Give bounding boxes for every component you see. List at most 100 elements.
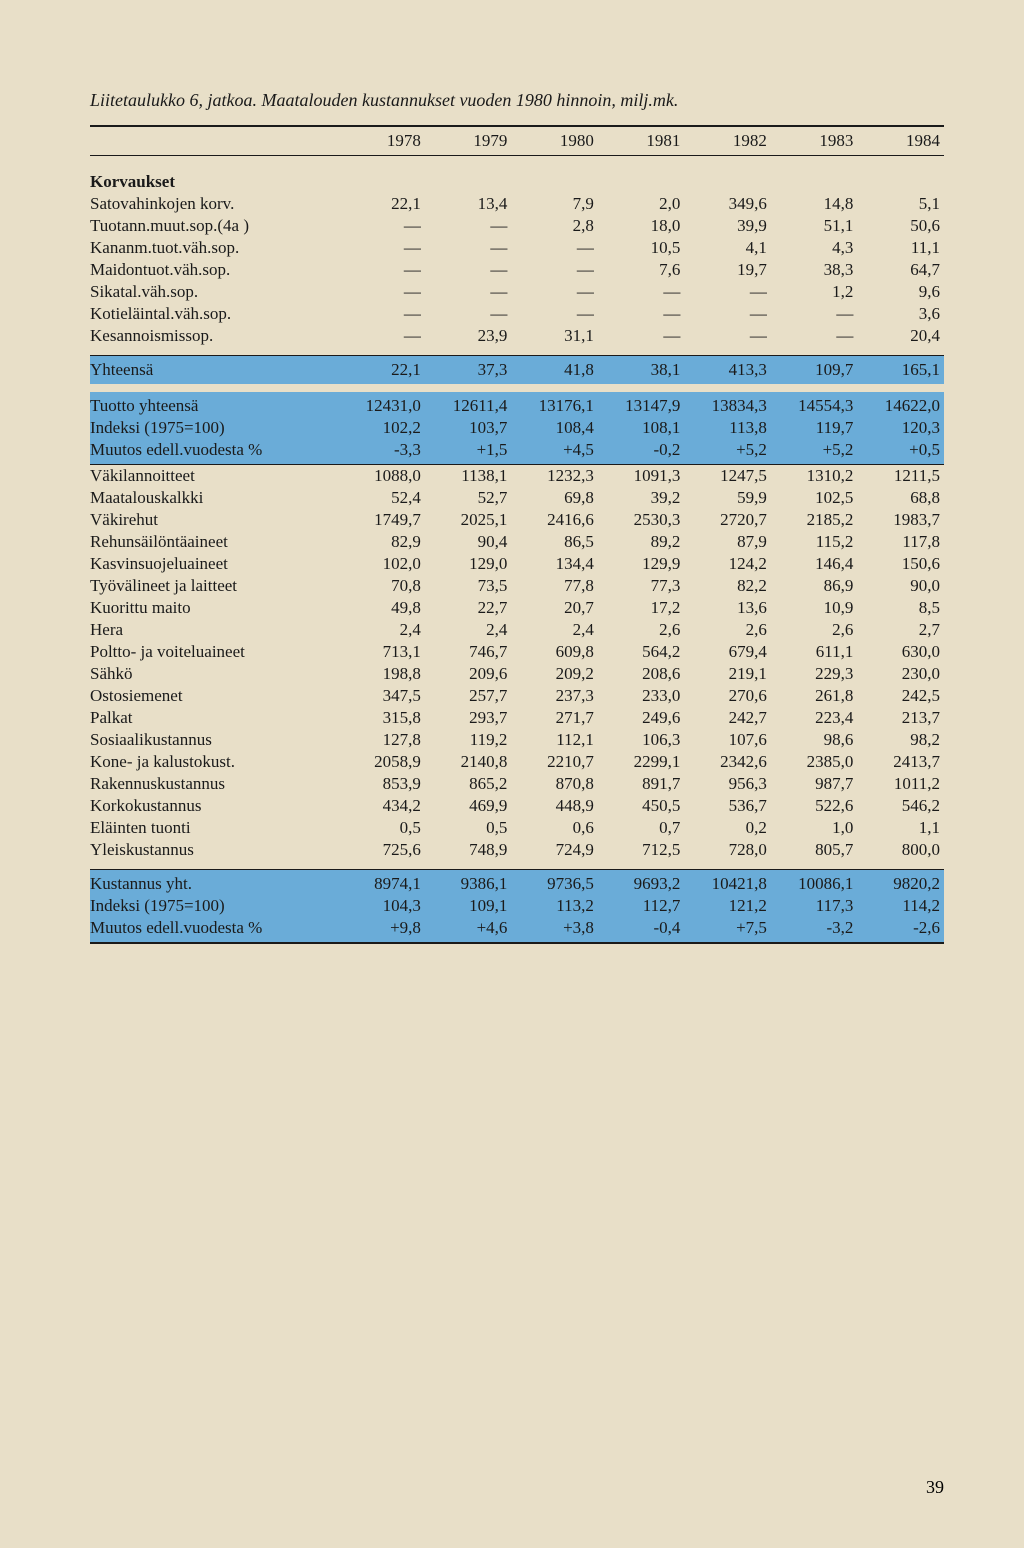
cell: -2,6 — [857, 917, 944, 943]
cell — [338, 164, 425, 193]
cell: 229,3 — [771, 663, 858, 685]
row-label: Kuorittu maito — [90, 597, 338, 619]
row-label: Kotieläintal.väh.sop. — [90, 303, 338, 325]
cell: 522,6 — [771, 795, 858, 817]
table-row: Muutos edell.vuodesta %-3,3+1,5+4,5-0,2+… — [90, 439, 944, 465]
cell: 13834,3 — [684, 392, 771, 417]
cell: 679,4 — [684, 641, 771, 663]
table-row: Työvälineet ja laitteet70,873,577,877,38… — [90, 575, 944, 597]
cell: 434,2 — [338, 795, 425, 817]
cell: — — [511, 237, 598, 259]
table-row: Rakennuskustannus853,9865,2870,8891,7956… — [90, 773, 944, 795]
row-label: Maatalouskalkki — [90, 487, 338, 509]
cell: 0,5 — [425, 817, 512, 839]
row-label: Indeksi (1975=100) — [90, 417, 338, 439]
cell: 746,7 — [425, 641, 512, 663]
cell: 8974,1 — [338, 870, 425, 896]
cell: 1,0 — [771, 817, 858, 839]
cell: 109,7 — [771, 356, 858, 385]
cell: 5,1 — [857, 193, 944, 215]
cell: 38,3 — [771, 259, 858, 281]
cell: 20,7 — [511, 597, 598, 619]
cell — [684, 164, 771, 193]
cell: 242,7 — [684, 707, 771, 729]
cell: 2413,7 — [857, 751, 944, 773]
cell: -0,2 — [598, 439, 685, 465]
cell: 223,4 — [771, 707, 858, 729]
cell: 90,0 — [857, 575, 944, 597]
cell: 107,6 — [684, 729, 771, 751]
cell: +4,6 — [425, 917, 512, 943]
cell: 108,1 — [598, 417, 685, 439]
cell: 0,2 — [684, 817, 771, 839]
cell: 39,2 — [598, 487, 685, 509]
row-label: Korkokustannus — [90, 795, 338, 817]
cell: — — [425, 215, 512, 237]
cell: +4,5 — [511, 439, 598, 465]
cell: 7,6 — [598, 259, 685, 281]
cell: 2058,9 — [338, 751, 425, 773]
cell: 2140,8 — [425, 751, 512, 773]
table-row: Korvaukset — [90, 164, 944, 193]
cell: — — [338, 215, 425, 237]
cell: — — [771, 303, 858, 325]
cell: 450,5 — [598, 795, 685, 817]
cell: 117,8 — [857, 531, 944, 553]
table-row: Korkokustannus434,2469,9448,9450,5536,75… — [90, 795, 944, 817]
table-row: Kustannus yht.8974,19386,19736,59693,210… — [90, 870, 944, 896]
cell: 165,1 — [857, 356, 944, 385]
cell — [598, 164, 685, 193]
cell: 103,7 — [425, 417, 512, 439]
cell: -3,2 — [771, 917, 858, 943]
cell: 728,0 — [684, 839, 771, 861]
row-label: Muutos edell.vuodesta % — [90, 917, 338, 943]
cell: 70,8 — [338, 575, 425, 597]
cell: — — [338, 259, 425, 281]
cell: 1981 — [598, 126, 685, 156]
cell: 20,4 — [857, 325, 944, 347]
cell: 987,7 — [771, 773, 858, 795]
cell: +0,5 — [857, 439, 944, 465]
cell — [425, 164, 512, 193]
table-row: Indeksi (1975=100)104,3109,1113,2112,712… — [90, 895, 944, 917]
cell: 98,2 — [857, 729, 944, 751]
cell: 469,9 — [425, 795, 512, 817]
cell: 1232,3 — [511, 465, 598, 488]
cell: 1310,2 — [771, 465, 858, 488]
cell: 891,7 — [598, 773, 685, 795]
cell: — — [684, 281, 771, 303]
table-row: Kesannoismissop.—23,931,1———20,4 — [90, 325, 944, 347]
cell: 87,9 — [684, 531, 771, 553]
cell: 233,0 — [598, 685, 685, 707]
cell: 113,8 — [684, 417, 771, 439]
row-label: Yhteensä — [90, 356, 338, 385]
cell: 104,3 — [338, 895, 425, 917]
cell: 98,6 — [771, 729, 858, 751]
row-label: Ostosiemenet — [90, 685, 338, 707]
row-label — [90, 126, 338, 156]
cell: +5,2 — [684, 439, 771, 465]
cell: 129,0 — [425, 553, 512, 575]
cell: 2,4 — [425, 619, 512, 641]
cell: 134,4 — [511, 553, 598, 575]
cell: 14554,3 — [771, 392, 858, 417]
cell: 1091,3 — [598, 465, 685, 488]
cell: — — [511, 303, 598, 325]
row-label: Rehunsäilöntäaineet — [90, 531, 338, 553]
table-row: Kuorittu maito49,822,720,717,213,610,98,… — [90, 597, 944, 619]
row-label: Muutos edell.vuodesta % — [90, 439, 338, 465]
cell: — — [425, 237, 512, 259]
cell: +5,2 — [771, 439, 858, 465]
table-row: Väkirehut1749,72025,12416,62530,32720,72… — [90, 509, 944, 531]
cell: 77,3 — [598, 575, 685, 597]
cell: 2210,7 — [511, 751, 598, 773]
cell: 315,8 — [338, 707, 425, 729]
cell: 9,6 — [857, 281, 944, 303]
cell: 1749,7 — [338, 509, 425, 531]
cell: 1,2 — [771, 281, 858, 303]
cell: 49,8 — [338, 597, 425, 619]
cell: 69,8 — [511, 487, 598, 509]
cell: 119,2 — [425, 729, 512, 751]
cell: 712,5 — [598, 839, 685, 861]
cell: 611,1 — [771, 641, 858, 663]
